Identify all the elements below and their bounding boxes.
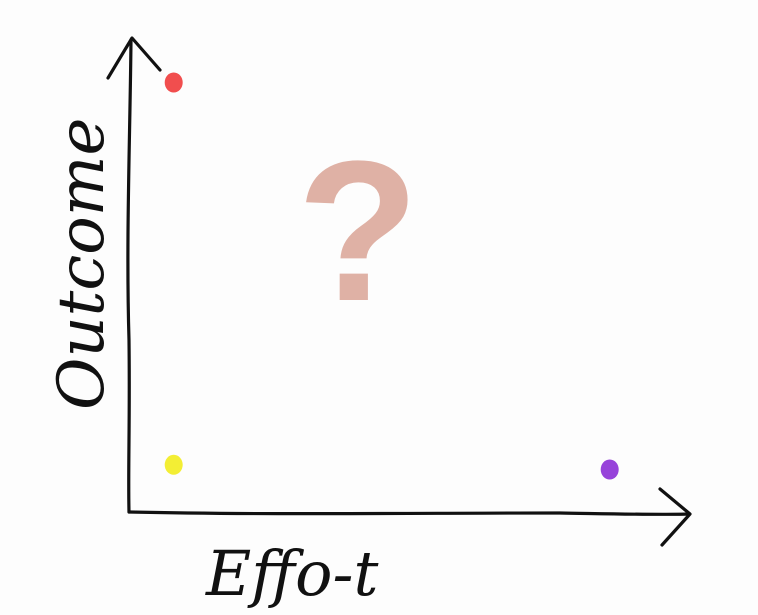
- data-point-3: [600, 459, 619, 480]
- y-axis-label: Outcome: [45, 118, 119, 410]
- data-points: [164, 72, 619, 480]
- y-axis-line: [126, 38, 133, 514]
- data-point-1: [164, 72, 183, 93]
- data-point-2: [164, 454, 183, 475]
- y-axis-arrowhead: [106, 36, 162, 80]
- x-axis-arrowhead: [658, 487, 692, 547]
- question-mark-annotation: ?: [297, 120, 419, 343]
- x-axis-label: Effo-t: [205, 537, 378, 610]
- x-axis-line: [127, 510, 690, 517]
